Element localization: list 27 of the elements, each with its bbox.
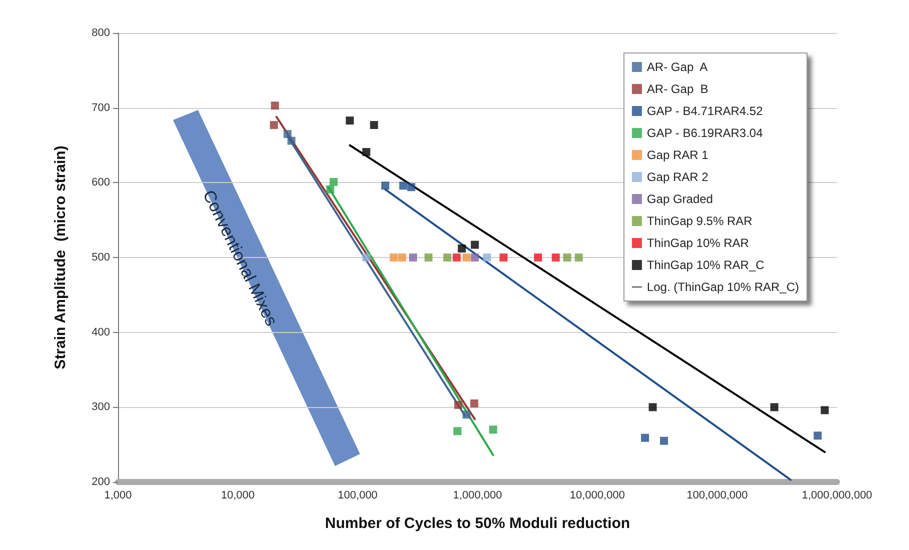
x-tick-label: 1,000 <box>104 490 132 502</box>
legend-label: GAP - B4.71RAR4.52 <box>646 104 764 118</box>
legend-label: GAP - B6.19RAR3.04 <box>646 126 764 140</box>
y-axis-title: Strain Amplitude (micro strain) <box>52 146 69 370</box>
legend-label: Log. (ThinGap 10% RAR_C) <box>646 280 800 294</box>
x-tick-label: 10,000 <box>221 490 255 502</box>
x-tick-label: 10,000,000 <box>570 490 625 502</box>
y-tick-label: 800 <box>92 27 110 39</box>
legend-label: Gap RAR 1 <box>646 148 709 162</box>
legend-label: Gap Graded <box>646 192 713 206</box>
legend-label: AR- Gap B <box>646 82 708 96</box>
x-tick-label: 1,000,000,000 <box>802 490 872 502</box>
y-tick-label: 400 <box>92 326 110 338</box>
y-tick-label: 600 <box>92 176 110 189</box>
x-tick-label: 100,000 <box>338 490 378 502</box>
legend-label: ThinGap 10% RAR_C <box>646 258 765 272</box>
y-tick-label: 700 <box>92 102 110 114</box>
y-tick-label: 300 <box>92 401 110 414</box>
x-axis-title: Number of Cycles to 50% Moduli reduction <box>324 515 630 532</box>
y-tick-label: 200 <box>92 476 110 488</box>
legend-label: AR- Gap A <box>646 60 708 74</box>
y-tick-label: 500 <box>92 252 110 264</box>
x-tick-label: 1,000,000 <box>453 490 502 502</box>
x-tick-label: 100,000,000 <box>686 490 748 502</box>
legend-label: ThinGap 9.5% RAR <box>646 214 753 228</box>
legend-label: Gap RAR 2 <box>646 170 709 184</box>
legend-label: ThinGap 10% RAR <box>646 236 750 250</box>
